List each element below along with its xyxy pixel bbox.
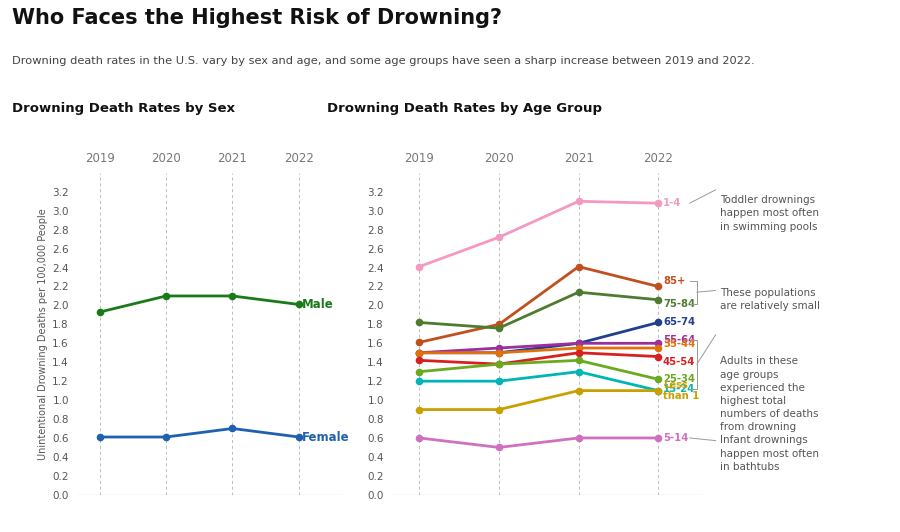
Text: Less
than 1: Less than 1 xyxy=(663,380,699,401)
Text: Toddler drownings
happen most often
in swimming pools: Toddler drownings happen most often in s… xyxy=(720,195,819,231)
Text: 5-14: 5-14 xyxy=(663,433,688,443)
Text: Infant drownings
happen most often
in bathtubs: Infant drownings happen most often in ba… xyxy=(720,435,819,472)
Text: 1-4: 1-4 xyxy=(663,198,681,208)
Text: Drowning Death Rates by Sex: Drowning Death Rates by Sex xyxy=(12,102,235,115)
Text: 85+: 85+ xyxy=(663,276,685,286)
Y-axis label: Unintentional Drowning Deaths per 100,000 People: Unintentional Drowning Deaths per 100,00… xyxy=(38,208,48,460)
Text: 25-34: 25-34 xyxy=(663,375,695,384)
Text: Who Faces the Highest Risk of Drowning?: Who Faces the Highest Risk of Drowning? xyxy=(12,8,501,28)
Text: 45-54: 45-54 xyxy=(663,357,696,367)
Text: Drowning Death Rates by Age Group: Drowning Death Rates by Age Group xyxy=(327,102,602,115)
Text: Male: Male xyxy=(302,298,334,311)
Text: 65-74: 65-74 xyxy=(663,318,695,328)
Text: Drowning death rates in the U.S. vary by sex and age, and some age groups have s: Drowning death rates in the U.S. vary by… xyxy=(12,56,754,66)
Text: Adults in these
age groups
experienced the
highest total
numbers of deaths
from : Adults in these age groups experienced t… xyxy=(720,356,818,433)
Text: 55-64: 55-64 xyxy=(663,335,695,345)
Text: Female: Female xyxy=(302,430,350,444)
Text: 35-44: 35-44 xyxy=(663,339,695,349)
Text: 15-24: 15-24 xyxy=(663,384,695,394)
Text: 75-84: 75-84 xyxy=(663,298,695,309)
Text: These populations
are relatively small: These populations are relatively small xyxy=(720,288,820,311)
